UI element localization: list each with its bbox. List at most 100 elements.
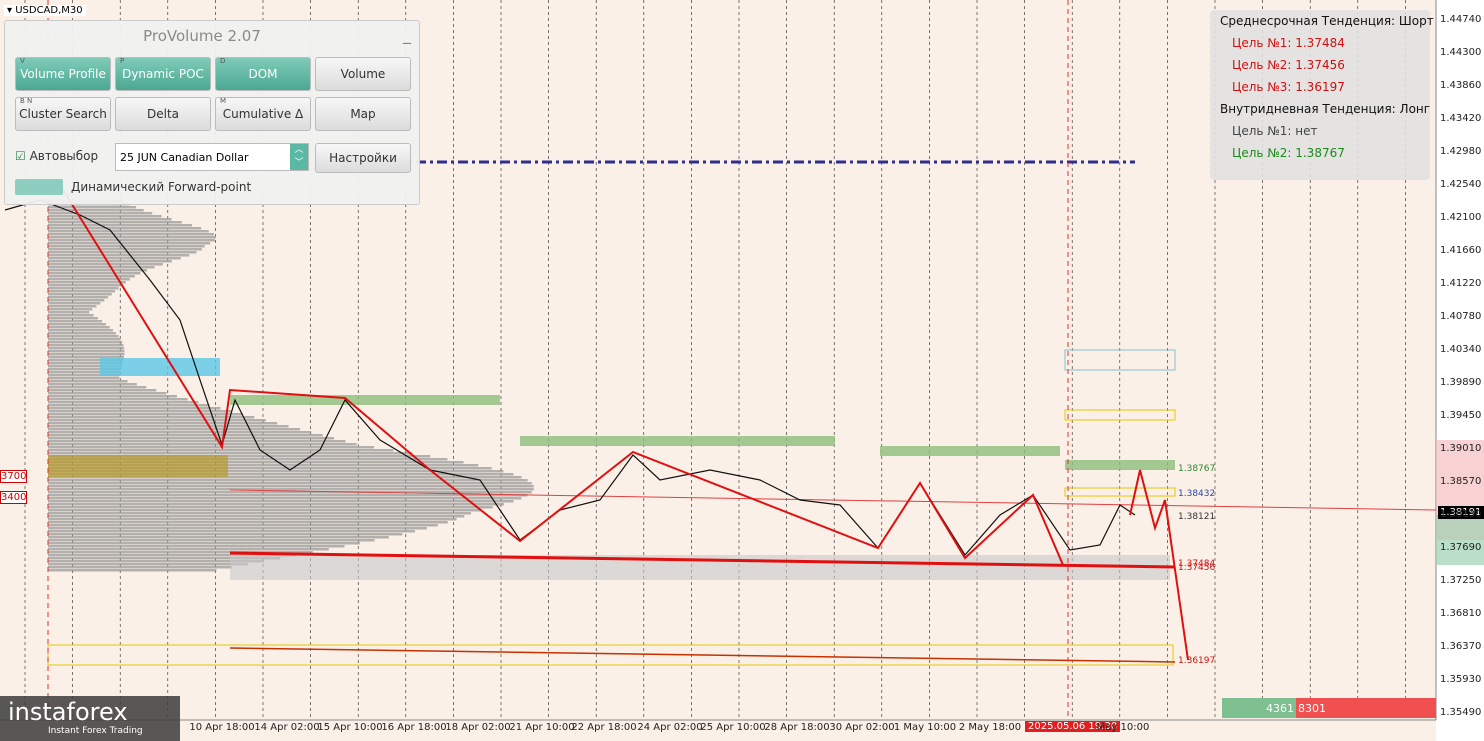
profile-bar	[48, 371, 120, 374]
panel-button[interactable]: Volume Profile V	[15, 57, 111, 91]
profile-bar	[48, 380, 128, 383]
intraday-trend: Внутридневная Тенденция: Лонг	[1220, 102, 1431, 116]
price-tick-label: 1.40340	[1440, 344, 1482, 355]
minimize[interactable]: _	[403, 25, 411, 44]
target: Цель №3: 1.36197	[1232, 80, 1345, 94]
profile-bar	[48, 425, 289, 428]
instrument: 25 JUN Canadian Dollar	[120, 151, 249, 164]
forecast	[1129, 469, 1189, 661]
button-key: P	[120, 57, 125, 65]
button-label: Cluster Search	[19, 107, 107, 121]
time-tick-label: 1 May 10:00	[893, 722, 957, 733]
profile-bar	[48, 500, 514, 503]
panel-button[interactable]: Cluster Search B N	[15, 97, 111, 131]
settings-button[interactable]: Настройки	[315, 143, 411, 173]
profile-bar	[48, 470, 504, 473]
profile-bar	[48, 479, 528, 482]
toggle[interactable]	[15, 179, 63, 195]
panel-button[interactable]: Cumulative Δ M	[215, 97, 311, 131]
level-label: 1.37484	[1178, 559, 1216, 569]
price-tick-label: 1.37250	[1440, 575, 1482, 586]
price-tick-label: 1.38570	[1440, 476, 1482, 487]
time-cursor-label: 2025.05.06 19:30	[1025, 721, 1121, 732]
support-line	[229, 551, 1176, 569]
ask-volume: 8301	[1298, 702, 1326, 715]
profile-bar	[48, 557, 281, 560]
profile-bar	[48, 320, 103, 323]
profile-bar	[48, 440, 346, 443]
zone	[230, 395, 500, 405]
profile-bar	[48, 506, 493, 509]
level-label: 1.38767	[1178, 464, 1216, 474]
instrument-select[interactable]: 25 JUN Canadian Dollar ︿ ﹀	[115, 143, 309, 171]
profile-bar	[48, 299, 105, 302]
trend-info: Среднесрочная Тенденция: Шорт Цель №1: 1…	[1210, 10, 1434, 180]
price-tick-label: 1.39890	[1440, 377, 1482, 388]
current-price: 1.38191	[1438, 506, 1484, 519]
profile-bar	[48, 401, 199, 404]
profile-bar	[48, 539, 375, 542]
profile-bar	[48, 269, 147, 272]
profile-bar	[48, 530, 416, 533]
target: Цель №2: 1.37456	[1232, 58, 1345, 72]
ask-volume-bg	[1296, 698, 1436, 718]
button-label: Volume	[340, 67, 386, 81]
time-tick-label: 16 Apr 18:00	[381, 722, 447, 733]
time-tick-label: 10 Apr 18:00	[189, 722, 255, 733]
button-key: B N	[20, 97, 33, 105]
profile-bar	[48, 428, 300, 431]
time-tick-label: 14 Apr 02:00	[254, 722, 320, 733]
target: Цель №1: 1.37484	[1232, 36, 1345, 50]
profile-bar	[48, 398, 188, 401]
profile-bar	[48, 293, 112, 296]
profile-bar	[48, 254, 190, 257]
autoselect[interactable]: ☑ Автовыбор	[15, 149, 99, 163]
profile-bar	[48, 227, 202, 230]
profile-bar	[48, 419, 266, 422]
profile-bar	[48, 275, 135, 278]
panel-button[interactable]: Volume	[315, 57, 411, 91]
price-tick-label: 1.39450	[1440, 410, 1482, 421]
profile-bar	[48, 350, 125, 353]
profile-bar	[48, 407, 221, 410]
panel-button[interactable]: Map	[315, 97, 411, 131]
panel-button[interactable]: DOM D	[215, 57, 311, 91]
provolume-panel: ProVolume 2.07 _ Volume Profile V Dynamic …	[4, 20, 420, 205]
profile-bar	[48, 551, 313, 554]
price-tick-label: 1.41220	[1440, 278, 1482, 289]
profile-bar	[48, 422, 278, 425]
profile-bar	[48, 461, 464, 464]
time-tick-label: 2 May 18:00	[958, 722, 1022, 733]
time-tick-label: 18 Apr 02:00	[445, 722, 511, 733]
profile-bar	[48, 536, 389, 539]
price-tick-label: 1.35490	[1440, 707, 1482, 718]
profile-bar	[48, 563, 248, 566]
profile-bar	[48, 308, 93, 311]
poc-zone	[48, 455, 228, 477]
profile-bar	[48, 338, 121, 341]
profile-bar	[48, 317, 98, 320]
panel-button[interactable]: Dynamic POC P	[115, 57, 211, 91]
profile-bar	[48, 329, 113, 332]
time-tick-label: 15 Apr 10:00	[317, 722, 383, 733]
profile-bar	[48, 548, 329, 551]
time-tick-label: 28 Apr 18:00	[764, 722, 830, 733]
price-tick-label: 1.37690	[1440, 542, 1482, 553]
time-tick-label: May 10:00	[1096, 722, 1150, 733]
forward-point-label: Динамический Forward-point	[71, 180, 252, 194]
level-label: 1.36197	[1178, 656, 1216, 666]
zone	[1065, 460, 1175, 470]
profile-bar	[48, 341, 123, 344]
profile-bar	[48, 416, 255, 419]
zone	[880, 446, 1060, 456]
price-tick-label: 1.43860	[1440, 80, 1482, 91]
profile-bar	[48, 482, 532, 485]
profile-bar	[48, 233, 214, 236]
profile-bar	[48, 452, 413, 455]
level-label: 1.38432	[1178, 489, 1216, 499]
price-tick-label: 1.40780	[1440, 311, 1482, 322]
profile-bar	[48, 503, 504, 506]
profile-bar	[48, 458, 448, 461]
profile-bar	[48, 395, 177, 398]
panel-button[interactable]: Delta	[115, 97, 211, 131]
